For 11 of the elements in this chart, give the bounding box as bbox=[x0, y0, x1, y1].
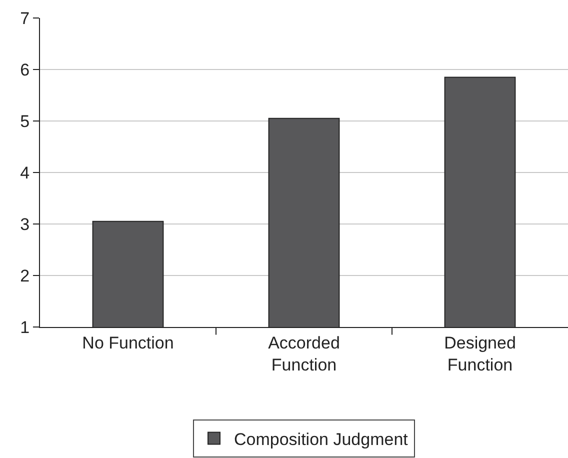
y-tick-label: 1 bbox=[20, 318, 30, 337]
y-tick-label: 3 bbox=[20, 214, 30, 234]
legend-label: Composition Judgment bbox=[234, 430, 408, 449]
y-tick-label: 2 bbox=[20, 266, 30, 286]
y-tick-label: 7 bbox=[20, 8, 30, 28]
y-tick-label: 6 bbox=[20, 60, 30, 80]
x-tick-label: No Function bbox=[82, 333, 174, 352]
x-tick-label: Accorded Function bbox=[268, 333, 340, 374]
y-tick-label: 4 bbox=[20, 163, 30, 182]
y-tick-label: 5 bbox=[20, 112, 30, 131]
x-tick-label: Designed Function bbox=[444, 333, 516, 374]
